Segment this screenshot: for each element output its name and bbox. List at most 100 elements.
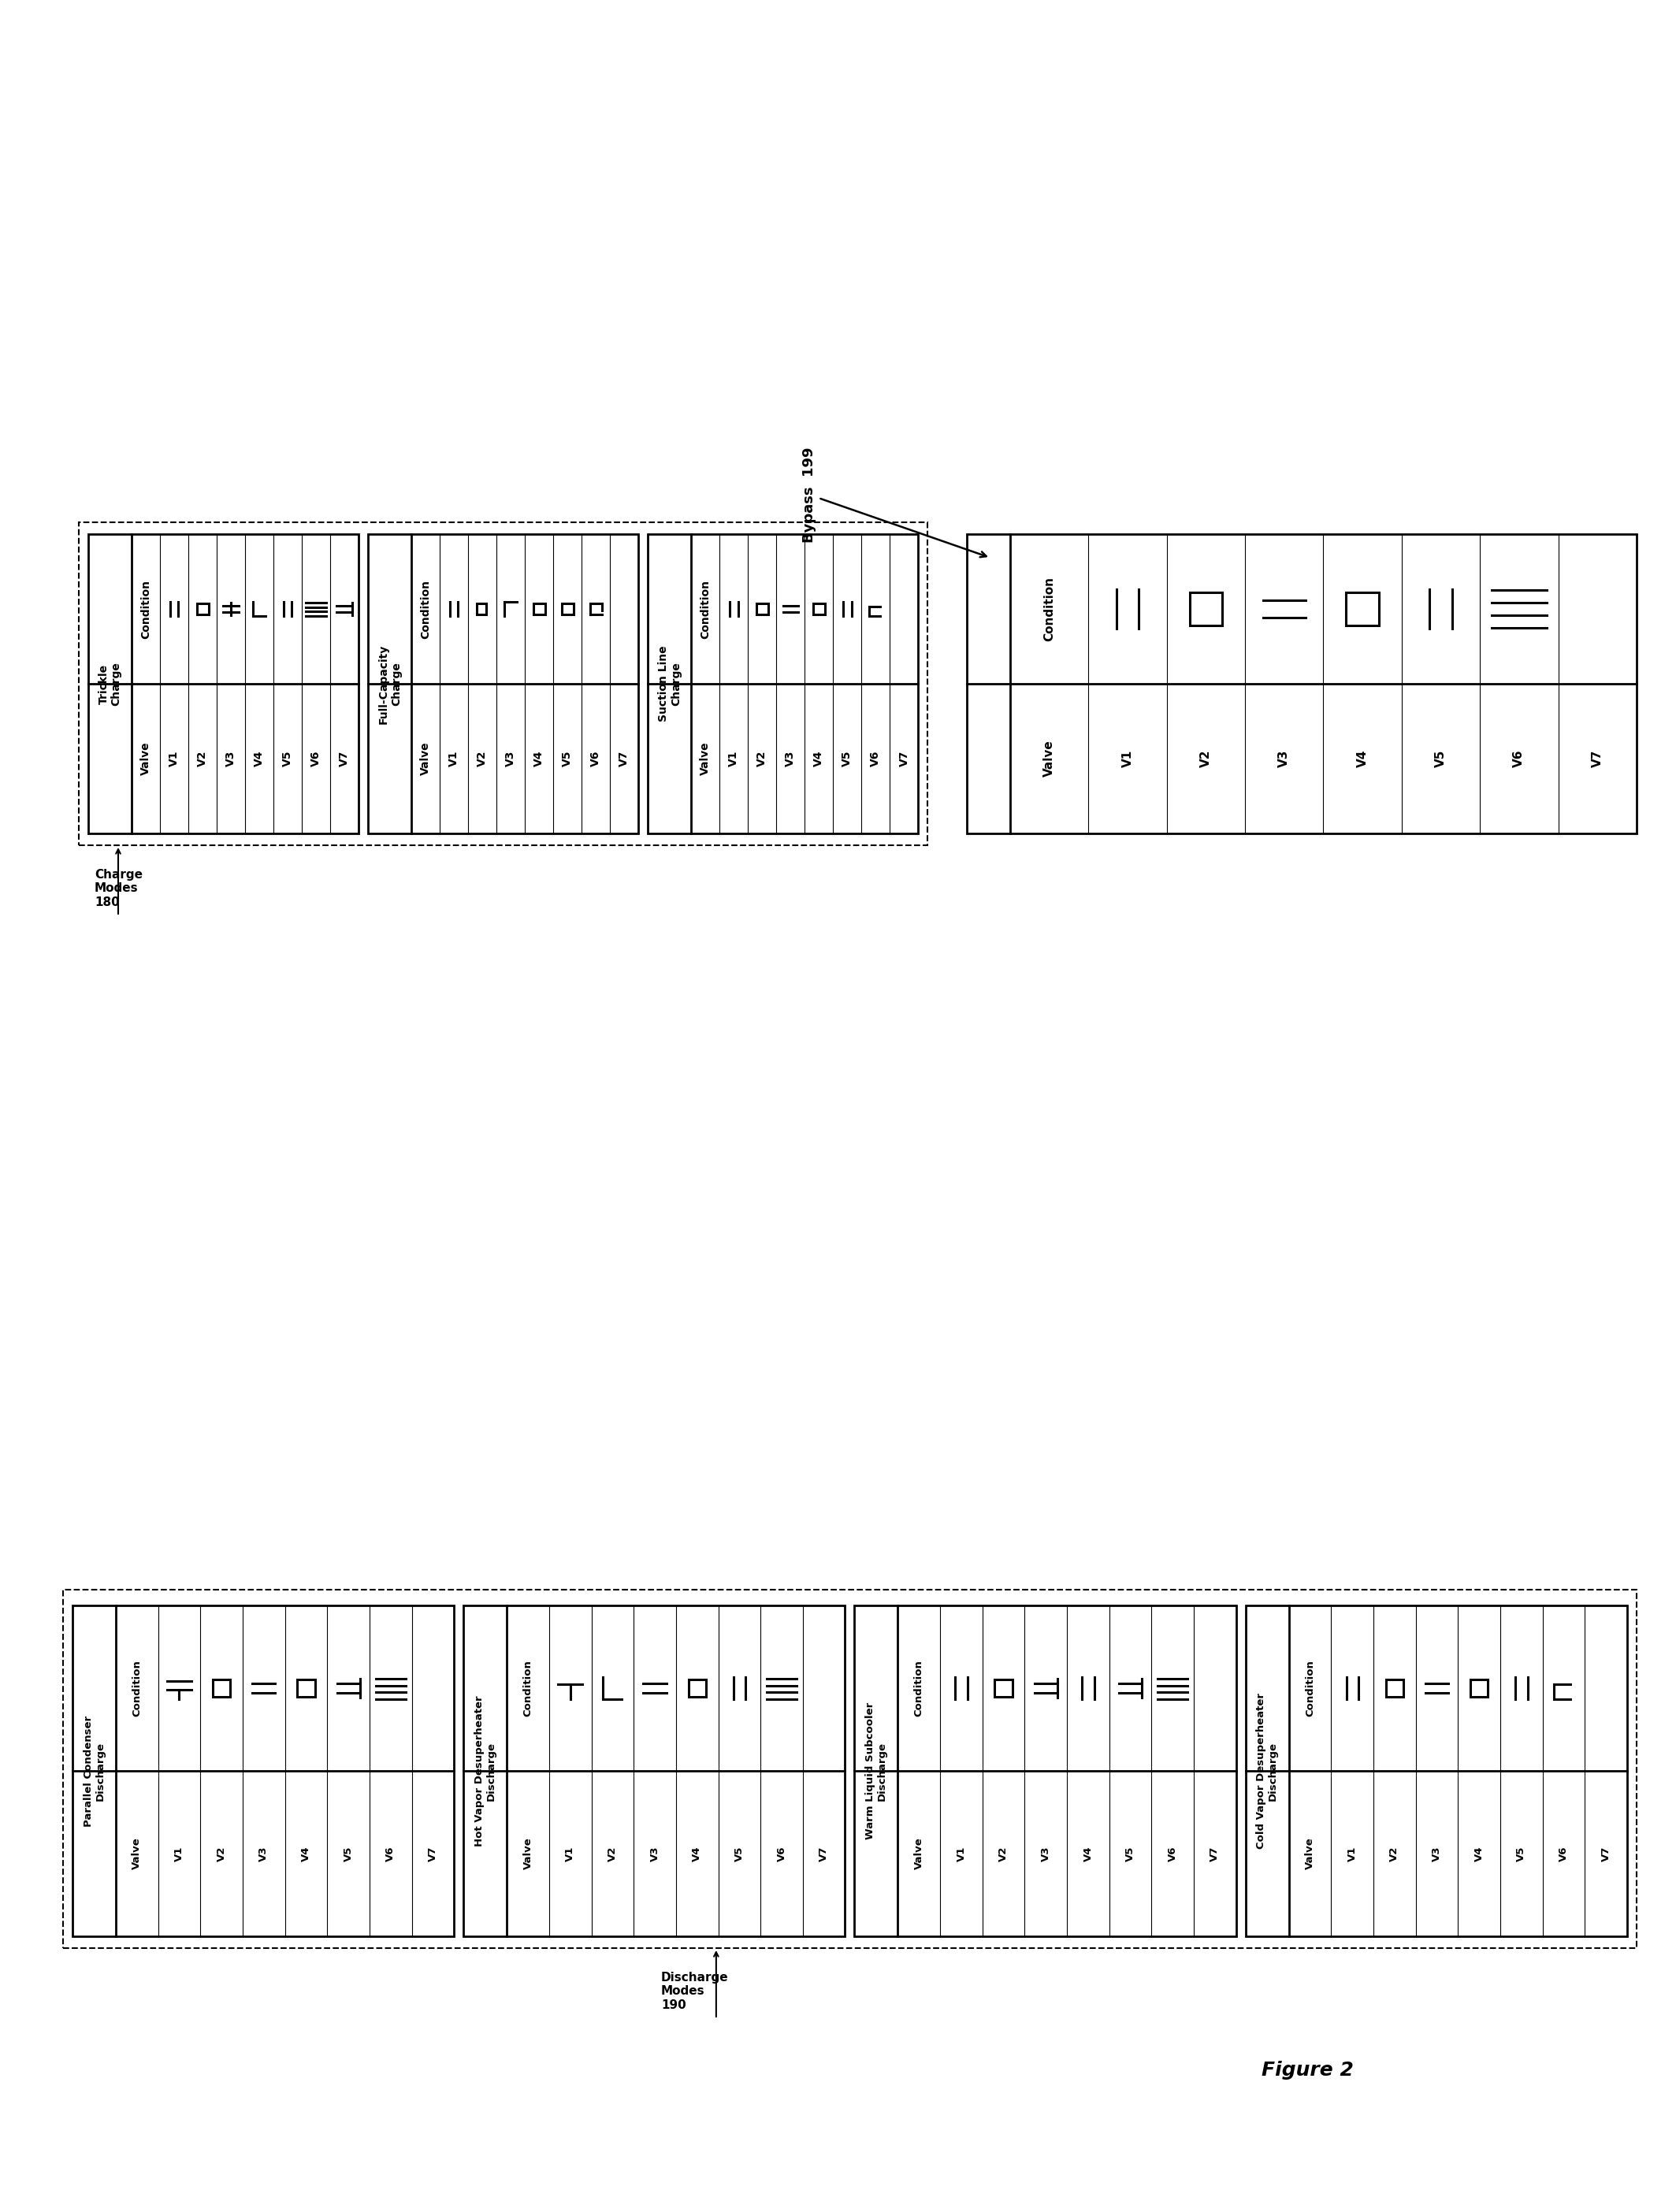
Text: V1: V1 — [957, 1847, 967, 1860]
Text: V1: V1 — [1348, 1847, 1358, 1860]
Text: Condition: Condition — [701, 580, 711, 639]
Text: Valve: Valve — [132, 1838, 142, 1869]
Text: V1: V1 — [1121, 750, 1133, 768]
Text: V7: V7 — [339, 750, 350, 768]
Text: V7: V7 — [618, 750, 630, 768]
Text: V3: V3 — [504, 750, 516, 768]
Text: V7: V7 — [1592, 750, 1604, 768]
Text: V6: V6 — [590, 750, 602, 768]
Text: V7: V7 — [1601, 1847, 1611, 1860]
Text: V1: V1 — [729, 750, 739, 768]
Text: Valve: Valve — [1306, 1838, 1316, 1869]
Text: V1: V1 — [449, 750, 459, 768]
Text: Trickle
Charge: Trickle Charge — [97, 661, 122, 706]
Text: V2: V2 — [1200, 750, 1212, 768]
Text: Bypass  199: Bypass 199 — [803, 447, 985, 557]
Text: V7: V7 — [898, 750, 910, 768]
Text: V2: V2 — [1389, 1847, 1399, 1860]
Text: Charge
Modes
180: Charge Modes 180 — [94, 869, 142, 909]
Text: V3: V3 — [1279, 750, 1291, 768]
Text: V5: V5 — [1125, 1847, 1136, 1860]
Bar — [196, 604, 208, 615]
Text: Valve: Valve — [1044, 741, 1056, 776]
Text: Condition: Condition — [132, 1659, 142, 1717]
Text: V7: V7 — [1210, 1847, 1220, 1860]
Text: Cold Vapor Desuperheater
Discharge: Cold Vapor Desuperheater Discharge — [1257, 1692, 1279, 1849]
Text: Figure 2: Figure 2 — [1262, 2062, 1353, 2079]
Text: Suction Line
Charge: Suction Line Charge — [657, 646, 682, 721]
Text: Condition: Condition — [1306, 1659, 1316, 1717]
Text: V2: V2 — [478, 750, 488, 768]
Text: V4: V4 — [1083, 1845, 1093, 1860]
Text: V3: V3 — [1041, 1845, 1051, 1860]
Bar — [533, 604, 545, 615]
Text: V2: V2 — [216, 1847, 226, 1860]
Text: Condition: Condition — [913, 1659, 923, 1717]
Text: Valve: Valve — [913, 1838, 923, 1869]
Bar — [967, 533, 1636, 834]
Bar — [996, 1679, 1012, 1697]
Bar — [297, 1679, 315, 1697]
Text: Valve: Valve — [523, 1838, 533, 1869]
Text: V5: V5 — [344, 1847, 354, 1860]
Bar — [476, 604, 486, 615]
Text: V5: V5 — [841, 750, 853, 768]
Text: Hot Vapor Desuperheater
Discharge: Hot Vapor Desuperheater Discharge — [474, 1694, 496, 1847]
Text: V4: V4 — [533, 750, 545, 768]
Bar — [813, 604, 825, 615]
Bar — [561, 604, 573, 615]
Text: Full-Capacity
Charge: Full-Capacity Charge — [377, 644, 402, 723]
Text: V5: V5 — [282, 750, 293, 768]
Text: V5: V5 — [734, 1847, 744, 1860]
Text: V4: V4 — [1475, 1845, 1485, 1860]
Text: V6: V6 — [870, 750, 882, 768]
Text: Parallel Condenser
Discharge: Parallel Condenser Discharge — [84, 1714, 106, 1827]
Bar — [72, 1606, 454, 1936]
Text: V2: V2 — [607, 1847, 618, 1860]
Text: V2: V2 — [758, 750, 768, 768]
Text: V6: V6 — [776, 1845, 786, 1860]
Text: V4: V4 — [253, 750, 265, 768]
Bar — [369, 533, 639, 834]
Text: Valve: Valve — [421, 741, 431, 776]
Text: V1: V1 — [169, 750, 179, 768]
Text: V6: V6 — [310, 750, 322, 768]
Text: V6: V6 — [1559, 1845, 1569, 1860]
Text: V2: V2 — [999, 1847, 1009, 1860]
Text: Condition: Condition — [141, 580, 151, 639]
Text: V6: V6 — [1168, 1845, 1178, 1860]
Text: Warm Liquid Subcooler
Discharge: Warm Liquid Subcooler Discharge — [865, 1703, 887, 1840]
Text: V6: V6 — [385, 1845, 396, 1860]
Bar — [1470, 1679, 1488, 1697]
Text: V4: V4 — [692, 1845, 702, 1860]
Text: V3: V3 — [784, 750, 796, 768]
Text: Condition: Condition — [1044, 577, 1056, 641]
Text: V6: V6 — [1513, 750, 1525, 768]
Bar — [756, 604, 768, 615]
Bar — [1346, 593, 1379, 626]
Text: V1: V1 — [565, 1847, 575, 1860]
Text: V7: V7 — [820, 1847, 830, 1860]
Bar — [64, 1590, 1636, 1949]
Text: V4: V4 — [813, 750, 825, 768]
Text: V3: V3 — [225, 750, 236, 768]
Bar — [855, 1606, 1237, 1936]
Text: V7: V7 — [427, 1847, 437, 1860]
Text: Condition: Condition — [523, 1659, 533, 1717]
Text: Condition: Condition — [421, 580, 431, 639]
Text: V5: V5 — [1435, 750, 1446, 768]
Text: V5: V5 — [561, 750, 573, 768]
Text: Valve: Valve — [141, 741, 151, 776]
Bar — [1245, 1606, 1627, 1936]
Text: Discharge
Modes
190: Discharge Modes 190 — [660, 1971, 729, 2011]
Text: V4: V4 — [302, 1845, 312, 1860]
Bar — [464, 1606, 845, 1936]
Bar — [689, 1679, 706, 1697]
Bar — [1386, 1679, 1403, 1697]
Bar — [89, 533, 359, 834]
Text: V4: V4 — [1356, 750, 1368, 768]
Text: V1: V1 — [174, 1847, 184, 1860]
Bar — [649, 533, 918, 834]
Bar — [213, 1679, 230, 1697]
Text: Valve: Valve — [701, 741, 711, 776]
